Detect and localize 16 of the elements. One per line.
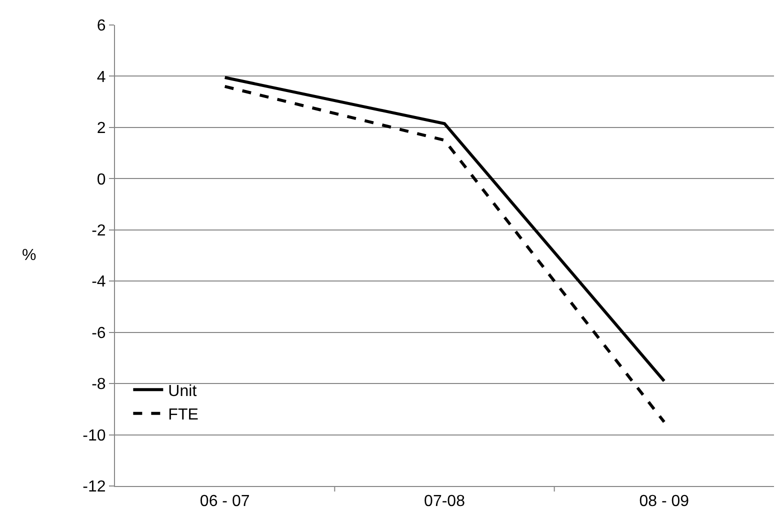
y-axis-title: % [22, 247, 36, 264]
y-tick-label: -2 [92, 222, 106, 240]
y-tick-label: 6 [96, 18, 106, 35]
x-tick-label: 08 - 09 [639, 493, 690, 510]
y-tick-label: -4 [92, 274, 106, 291]
x-tick-label: 07-08 [424, 493, 466, 510]
y-tick-label: -8 [92, 376, 106, 394]
legend-label: Unit [168, 382, 198, 400]
x-tick-label: 06 - 07 [200, 493, 250, 510]
y-tick-label: -12 [82, 478, 106, 496]
y-tick-label: -10 [82, 427, 106, 444]
y-tick-label: 0 [96, 171, 106, 188]
y-tick-label: -6 [92, 324, 106, 342]
legend-label: FTE [168, 406, 198, 424]
y-tick-label: 2 [96, 120, 106, 138]
y-tick-label: 4 [96, 68, 106, 86]
